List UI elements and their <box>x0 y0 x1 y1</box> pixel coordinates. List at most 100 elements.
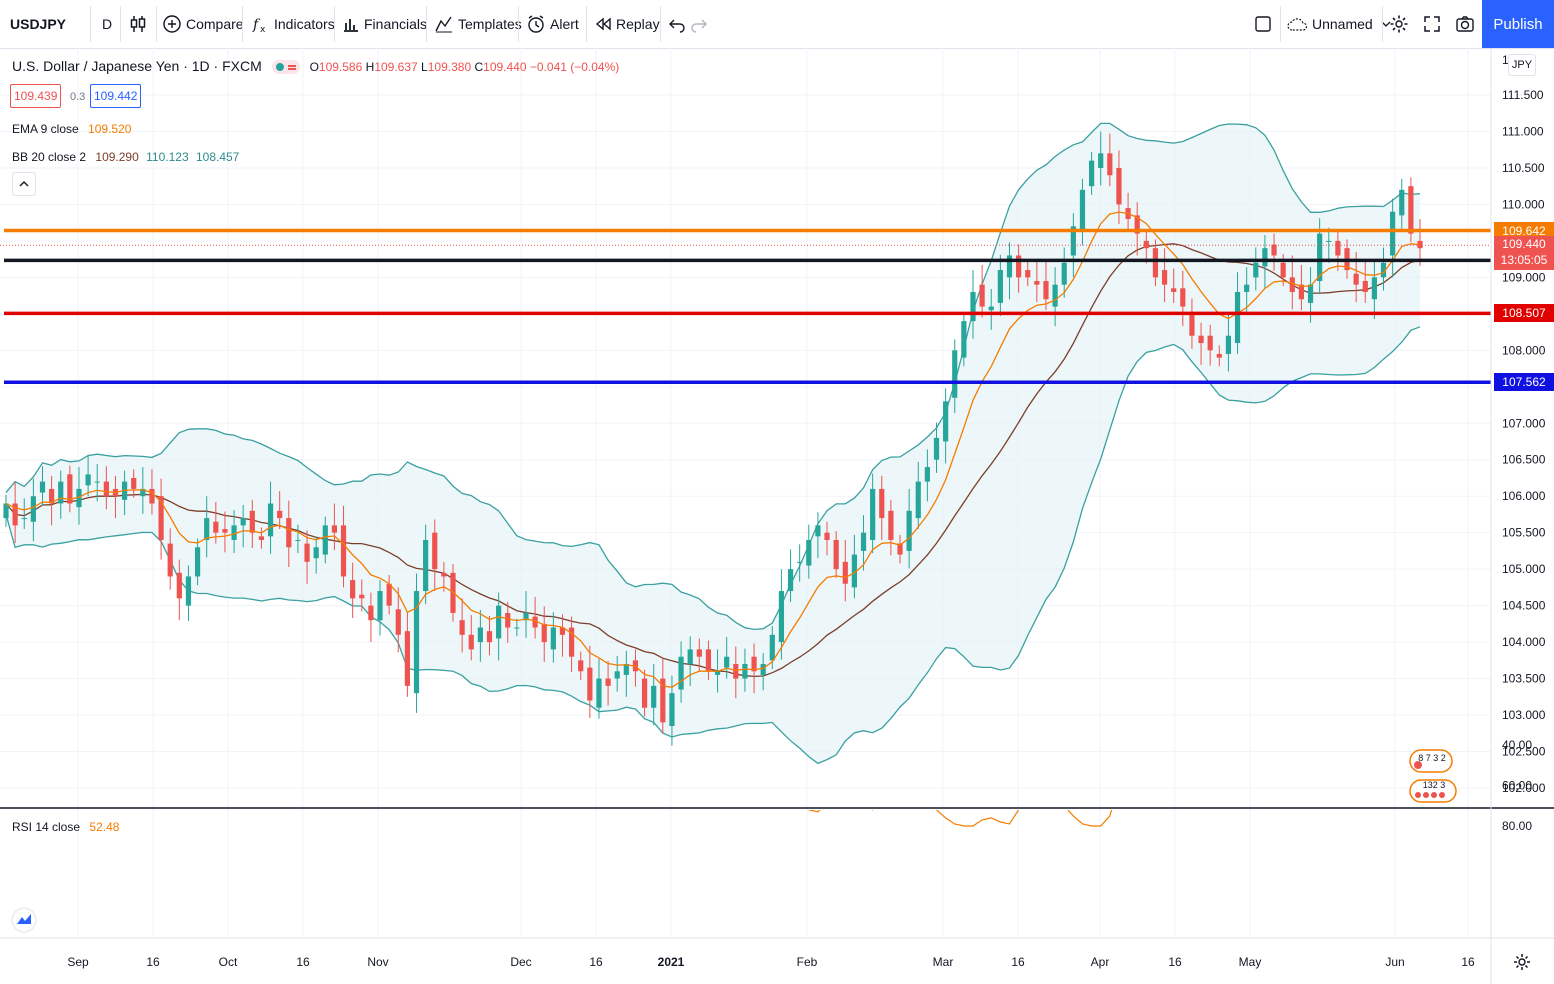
candle <box>423 524 429 605</box>
last-price-label[interactable]: 109.440 13:05:05 <box>1494 236 1554 271</box>
alert-button[interactable]: Alert <box>526 0 579 48</box>
orange-line-label[interactable]: 109.642 <box>1494 221 1554 240</box>
candle <box>1006 242 1013 300</box>
candle <box>176 559 182 621</box>
candle <box>1180 270 1186 327</box>
publish-button[interactable]: Publish <box>1482 0 1554 48</box>
market-status-icon <box>271 60 300 75</box>
chart-area[interactable]: 111.500111.000110.500110.000109.500109.0… <box>0 48 1554 984</box>
candle <box>1326 227 1332 263</box>
candle <box>888 499 894 556</box>
time-tick-label: Jun <box>1385 955 1404 969</box>
alarm-clock-icon <box>528 15 544 33</box>
snapshot-button[interactable] <box>1455 0 1479 48</box>
candle <box>906 488 912 569</box>
chart-type-button[interactable] <box>128 0 152 48</box>
candle <box>94 464 100 502</box>
blue-line-label[interactable]: 107.562 <box>1494 373 1554 392</box>
candle <box>231 510 237 554</box>
time-tick-label: 16 <box>1461 955 1475 969</box>
candle <box>350 562 356 619</box>
redo-button[interactable] <box>690 0 712 48</box>
candle <box>623 650 629 697</box>
candle <box>267 481 274 554</box>
bb-legend[interactable]: BB 20 close 2 109.290 110.123 108.457 <box>12 150 239 164</box>
fullscreen-button[interactable] <box>1423 0 1445 48</box>
candle <box>641 669 648 717</box>
time-tick-label: Mar <box>933 955 954 969</box>
candle <box>21 498 27 530</box>
buy-price-box[interactable]: 109.442 <box>90 84 142 108</box>
time-axis[interactable]: Sep 16 Oct 16 Nov Dec 16 2021 Feb Mar 16 Apr 16 May Ju… <box>67 955 1475 969</box>
sell-price-box[interactable]: 109.439 <box>10 84 62 108</box>
horizontal-lines[interactable] <box>0 228 1491 385</box>
candle <box>997 254 1003 317</box>
undo-button[interactable] <box>668 0 690 48</box>
candle <box>459 598 465 653</box>
ema-legend[interactable]: EMA 9 close 109.520 <box>12 122 131 136</box>
symbol-legend[interactable]: U.S. Dollar / Japanese Yen · 1D · FXCM O… <box>12 58 620 75</box>
candle <box>432 519 438 592</box>
layout-name-dropdown[interactable]: Unnamed <box>1286 0 1397 48</box>
settings-button[interactable] <box>1389 0 1413 48</box>
candle <box>277 491 283 530</box>
bar-countdown: 13:05:05 <box>1500 253 1548 268</box>
bb-upper-value: 110.123 <box>146 150 189 164</box>
candle <box>541 606 547 662</box>
candle <box>806 524 812 579</box>
time-tick-label: Sep <box>67 955 89 969</box>
rsi-axis[interactable]: 80.00 60.00 40.00 <box>1502 738 1532 833</box>
red-line-label[interactable]: 108.507 <box>1494 304 1554 323</box>
candle <box>687 636 693 686</box>
candle <box>842 539 848 602</box>
candle <box>1070 213 1076 278</box>
candle <box>1371 259 1377 319</box>
candle <box>1143 229 1149 264</box>
interval-button[interactable]: D <box>102 16 113 32</box>
select-layout-checkbox[interactable] <box>1254 0 1276 48</box>
candle <box>1061 247 1067 298</box>
rsi-legend[interactable]: RSI 14 close 52.48 <box>12 820 119 834</box>
candle <box>578 651 584 681</box>
gear-icon[interactable] <box>1514 954 1530 970</box>
spread-value: 0.3 <box>70 91 86 103</box>
candle <box>787 549 794 602</box>
chevron-down-icon <box>1381 21 1391 27</box>
candle <box>651 663 657 726</box>
candle <box>304 530 310 584</box>
time-tick-label: 2021 <box>658 955 685 969</box>
candle <box>970 270 976 339</box>
currency-label[interactable]: JPY <box>1508 54 1536 76</box>
financials-button[interactable]: Financials <box>342 0 427 48</box>
price-tick-label: 104.500 <box>1502 599 1546 613</box>
candle <box>30 478 36 542</box>
candle <box>85 454 91 497</box>
candle <box>797 544 803 582</box>
candle <box>249 499 255 549</box>
bb-lower-value: 108.457 <box>195 150 240 164</box>
replay-button[interactable]: Replay <box>594 0 660 48</box>
time-tick-label: Apr <box>1091 955 1110 969</box>
price-tick-label: 103.000 <box>1502 708 1546 722</box>
candle <box>12 481 18 543</box>
ema-value: 109.520 <box>88 122 132 136</box>
symbol-search[interactable]: USDJPY <box>10 16 67 32</box>
low-value: 109.380 <box>427 60 472 74</box>
candle <box>1152 239 1159 287</box>
candle <box>103 466 109 510</box>
candle <box>870 473 876 554</box>
candle <box>404 611 410 697</box>
templates-button[interactable]: Templates <box>434 0 522 48</box>
economic-events-badge[interactable]: 8 7 3 2 132 3 <box>1409 749 1457 803</box>
candle <box>1216 345 1222 367</box>
collapse-legend-button[interactable] <box>12 172 36 196</box>
compare-button[interactable]: Compare <box>162 0 244 48</box>
candle <box>167 528 173 590</box>
candle <box>833 531 839 578</box>
fullscreen-icon <box>1424 16 1440 32</box>
candle <box>1390 198 1396 278</box>
candle <box>760 653 766 691</box>
price-axis[interactable]: 111.500111.000110.500110.000109.500109.0… <box>1502 53 1546 795</box>
ema-line-path <box>5 211 1421 688</box>
